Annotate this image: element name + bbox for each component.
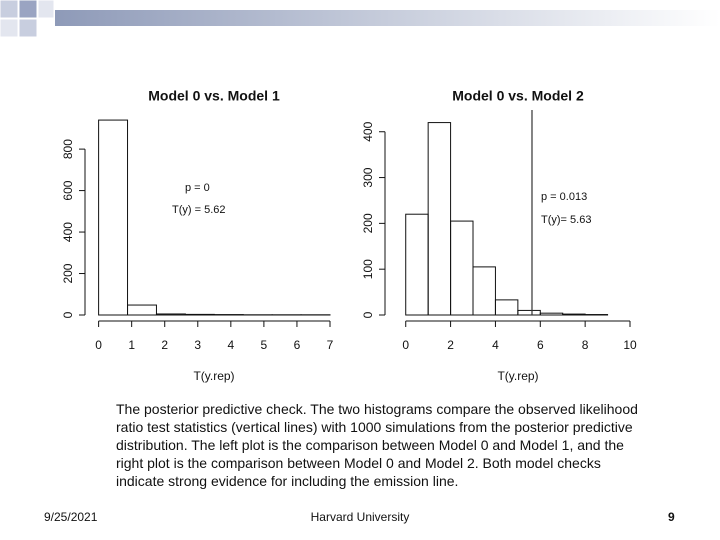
caption: The posterior predictive check. The two … [116, 401, 638, 489]
y-tick-label: 0 [61, 311, 75, 318]
y-tick-label: 100 [361, 259, 375, 279]
x-tick-label: 4 [492, 338, 499, 352]
x-axis-label: T(y.rep) [193, 369, 234, 383]
bar [427, 122, 452, 316]
x-tick-label: 0 [402, 338, 409, 352]
annotation: T(y)= 5.63 [541, 214, 591, 226]
footer: Harvard University [310, 510, 410, 524]
x-tick-label: 2 [447, 338, 454, 352]
page-number: 9 [668, 510, 675, 524]
x-tick-label: 1 [128, 338, 135, 352]
x-tick-label: 0 [95, 338, 102, 352]
bar [127, 304, 157, 316]
bar [450, 220, 474, 316]
y-tick-label: 300 [361, 167, 375, 187]
chart-title: Model 0 vs. Model 2 [452, 88, 584, 104]
date: 9/25/2021 [44, 510, 98, 524]
y-tick-label: 800 [61, 139, 75, 159]
y-tick-label: 200 [61, 263, 75, 283]
y-tick-label: 600 [61, 180, 75, 200]
x-axis-label: T(y.rep) [497, 369, 538, 383]
bar [98, 119, 129, 316]
header-bar [55, 10, 720, 26]
bar [562, 313, 586, 316]
x-tick-label: 3 [194, 338, 201, 352]
annotation: p = 0.013 [541, 191, 587, 203]
x-tick-label: 10 [623, 338, 637, 352]
y-tick-label: 400 [61, 222, 75, 242]
x-tick-label: 4 [227, 338, 234, 352]
bar [539, 312, 564, 316]
x-tick-label: 6 [294, 338, 301, 352]
y-tick-label: 0 [361, 311, 375, 318]
header-squares [0, 0, 55, 38]
x-tick-label: 7 [327, 338, 334, 352]
x-tick-label: 2 [161, 338, 168, 352]
x-tick-label: 5 [261, 338, 268, 352]
bar [517, 309, 541, 316]
x-tick-label: 8 [582, 338, 589, 352]
bar [184, 313, 215, 316]
y-tick-label: 200 [361, 213, 375, 233]
chart-title: Model 0 vs. Model 1 [148, 88, 280, 104]
y-tick-label: 400 [361, 121, 375, 141]
bar [155, 313, 186, 316]
bar [405, 213, 429, 316]
x-tick-label: 6 [537, 338, 544, 352]
bar [494, 299, 519, 316]
annotation: T(y) = 5.62 [172, 204, 226, 216]
bar [472, 266, 496, 316]
annotation: p = 0 [185, 182, 210, 194]
